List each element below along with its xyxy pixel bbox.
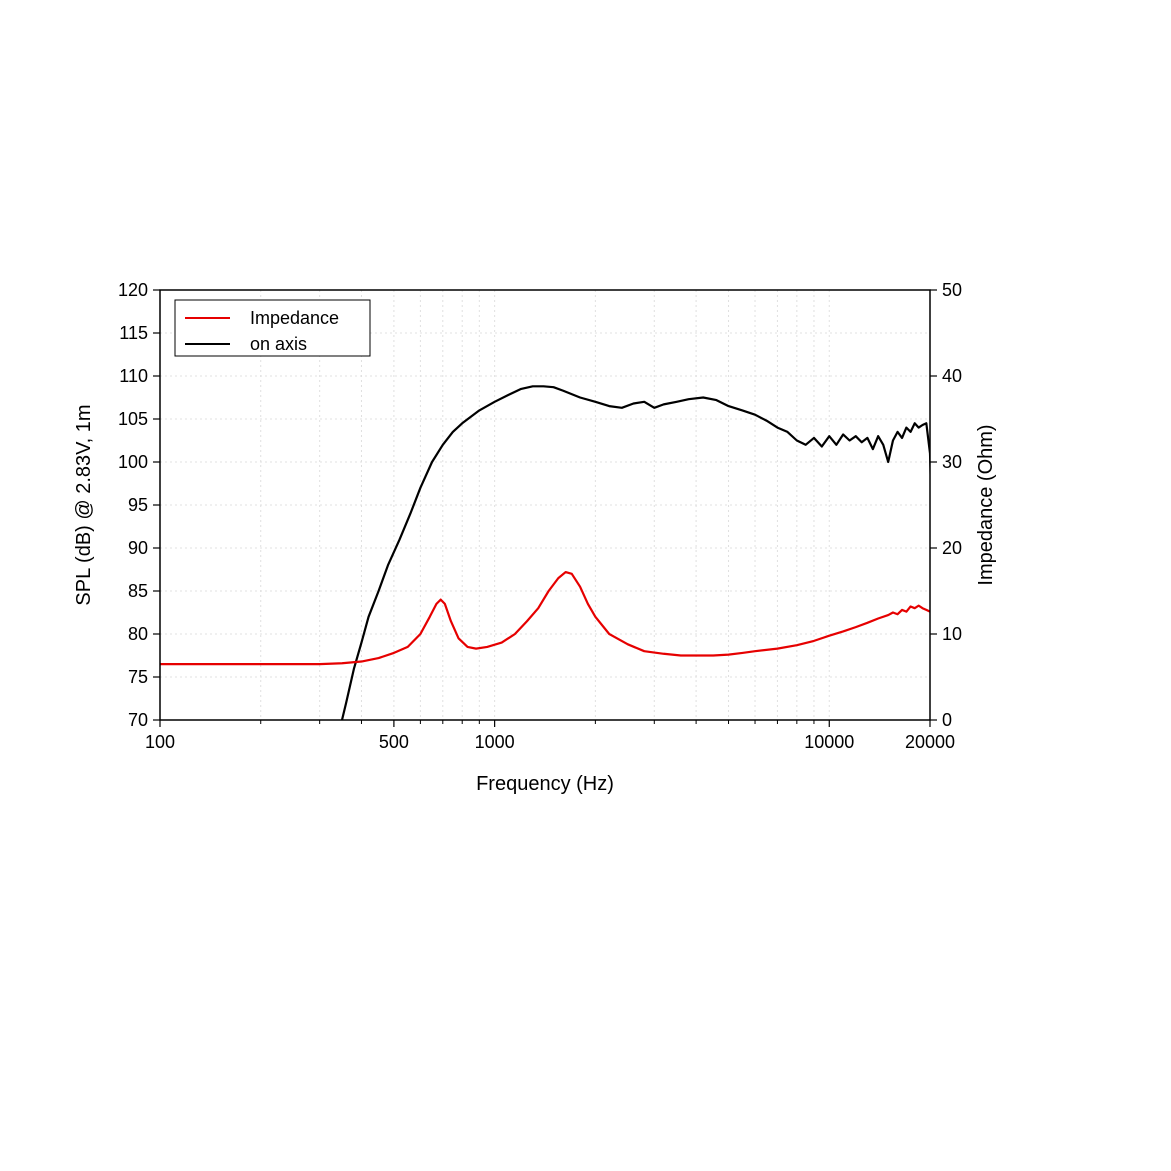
svg-text:95: 95 <box>128 495 148 515</box>
svg-text:SPL (dB) @ 2.83V, 1m: SPL (dB) @ 2.83V, 1m <box>73 404 95 605</box>
svg-text:30: 30 <box>942 452 962 472</box>
svg-text:Impedance (Ohm): Impedance (Ohm) <box>975 424 997 585</box>
svg-text:10: 10 <box>942 624 962 644</box>
svg-text:Frequency (Hz): Frequency (Hz) <box>476 773 614 795</box>
svg-text:120: 120 <box>118 280 148 300</box>
svg-text:85: 85 <box>128 581 148 601</box>
frequency-response-chart: 10050010001000020000Frequency (Hz)707580… <box>0 0 1171 1171</box>
svg-text:on axis: on axis <box>250 334 307 354</box>
svg-text:105: 105 <box>118 409 148 429</box>
svg-text:90: 90 <box>128 538 148 558</box>
svg-text:100: 100 <box>118 452 148 472</box>
svg-text:Impedance: Impedance <box>250 308 339 328</box>
svg-text:115: 115 <box>119 323 148 343</box>
svg-text:100: 100 <box>145 732 175 752</box>
svg-text:50: 50 <box>942 280 962 300</box>
chart-svg: 10050010001000020000Frequency (Hz)707580… <box>0 0 1171 1171</box>
svg-text:10000: 10000 <box>804 732 854 752</box>
svg-text:20: 20 <box>942 538 962 558</box>
svg-text:80: 80 <box>128 624 148 644</box>
svg-text:40: 40 <box>942 366 962 386</box>
svg-text:1000: 1000 <box>475 732 515 752</box>
svg-text:20000: 20000 <box>905 732 955 752</box>
svg-text:500: 500 <box>379 732 409 752</box>
svg-text:0: 0 <box>942 710 952 730</box>
svg-text:70: 70 <box>128 710 148 730</box>
svg-text:110: 110 <box>119 366 148 386</box>
svg-text:75: 75 <box>128 667 148 687</box>
